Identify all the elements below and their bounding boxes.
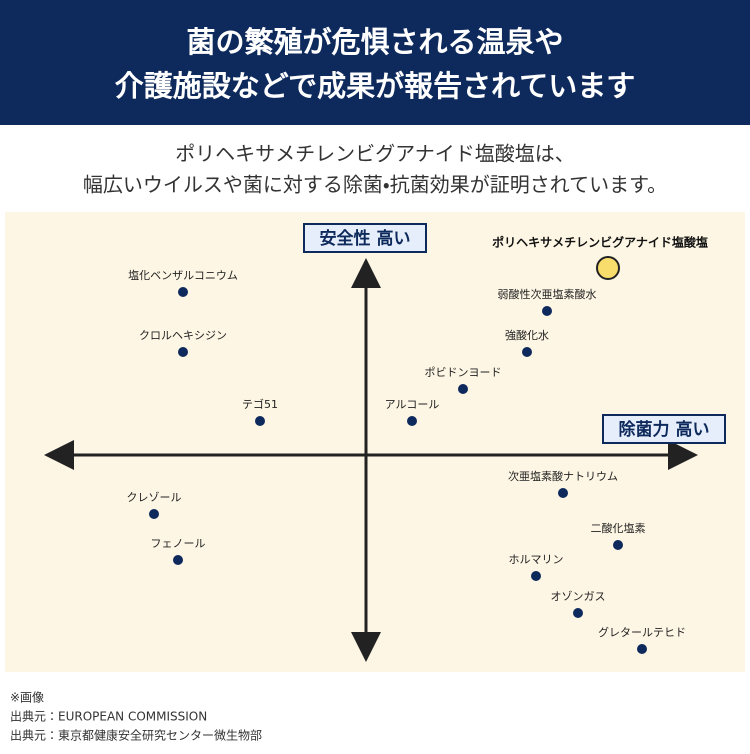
item-dot	[149, 509, 159, 519]
item-dot	[173, 555, 183, 565]
item-dot	[255, 416, 265, 426]
item-dot	[178, 287, 188, 297]
item-dot	[573, 608, 583, 618]
item-dot	[637, 644, 647, 654]
item-dot	[458, 384, 468, 394]
x-axis-box	[602, 414, 726, 444]
subtitle: ポリヘキサメチレンビグアナイド塩酸塩は、	[175, 142, 575, 166]
item-label: グレタールテヒド	[598, 625, 686, 639]
item-label: ホルマリン	[509, 553, 564, 566]
item-label: 弱酸性次亜塩素酸水	[498, 287, 597, 301]
item-label: フェノール	[151, 537, 206, 550]
item-label: クロルヘキシジン	[139, 329, 227, 342]
item-label: 塩化ベンザルコニウム	[128, 268, 238, 282]
highlight-dot	[596, 256, 620, 280]
item-label: 強酸化水	[505, 328, 549, 342]
item-dot	[531, 571, 541, 581]
item-label: オゾンガス	[551, 590, 606, 603]
y-axis-label: 安全性 高い	[320, 228, 411, 249]
header-band	[0, 0, 750, 125]
item-dot	[558, 488, 568, 498]
subtitle: 幅広いウイルスや菌に対する除菌・抗菌効果が証明されています。	[83, 173, 667, 197]
header-title: 介護施設などで成果が報告されています	[115, 69, 636, 103]
header-title: 菌の繁殖が危惧される温泉や	[186, 25, 563, 59]
x-axis-label: 除菌力 高い	[619, 419, 710, 440]
y-axis-box	[303, 223, 427, 253]
item-label: ポビドンヨード	[425, 366, 502, 379]
item-label: 次亜塩素酸ナトリウム	[508, 469, 618, 483]
item-label: テゴ51	[242, 397, 278, 411]
item-dot	[613, 540, 623, 550]
note: 出典元：EUROPEAN COMMISSION	[10, 710, 207, 724]
highlight-label: ポリヘキサメチレンビグアナイド塩酸塩	[492, 235, 708, 250]
item-dot	[522, 347, 532, 357]
item-label: クレゾール	[127, 491, 182, 504]
item-label: 二酸化塩素	[591, 521, 646, 535]
item-dot	[542, 306, 552, 316]
item-dot	[407, 416, 417, 426]
note: 出典元：東京都健康安全研究センター微生物部	[10, 728, 262, 743]
note: ※画像	[10, 691, 44, 705]
item-label: アルコール	[385, 398, 440, 411]
item-dot	[178, 347, 188, 357]
